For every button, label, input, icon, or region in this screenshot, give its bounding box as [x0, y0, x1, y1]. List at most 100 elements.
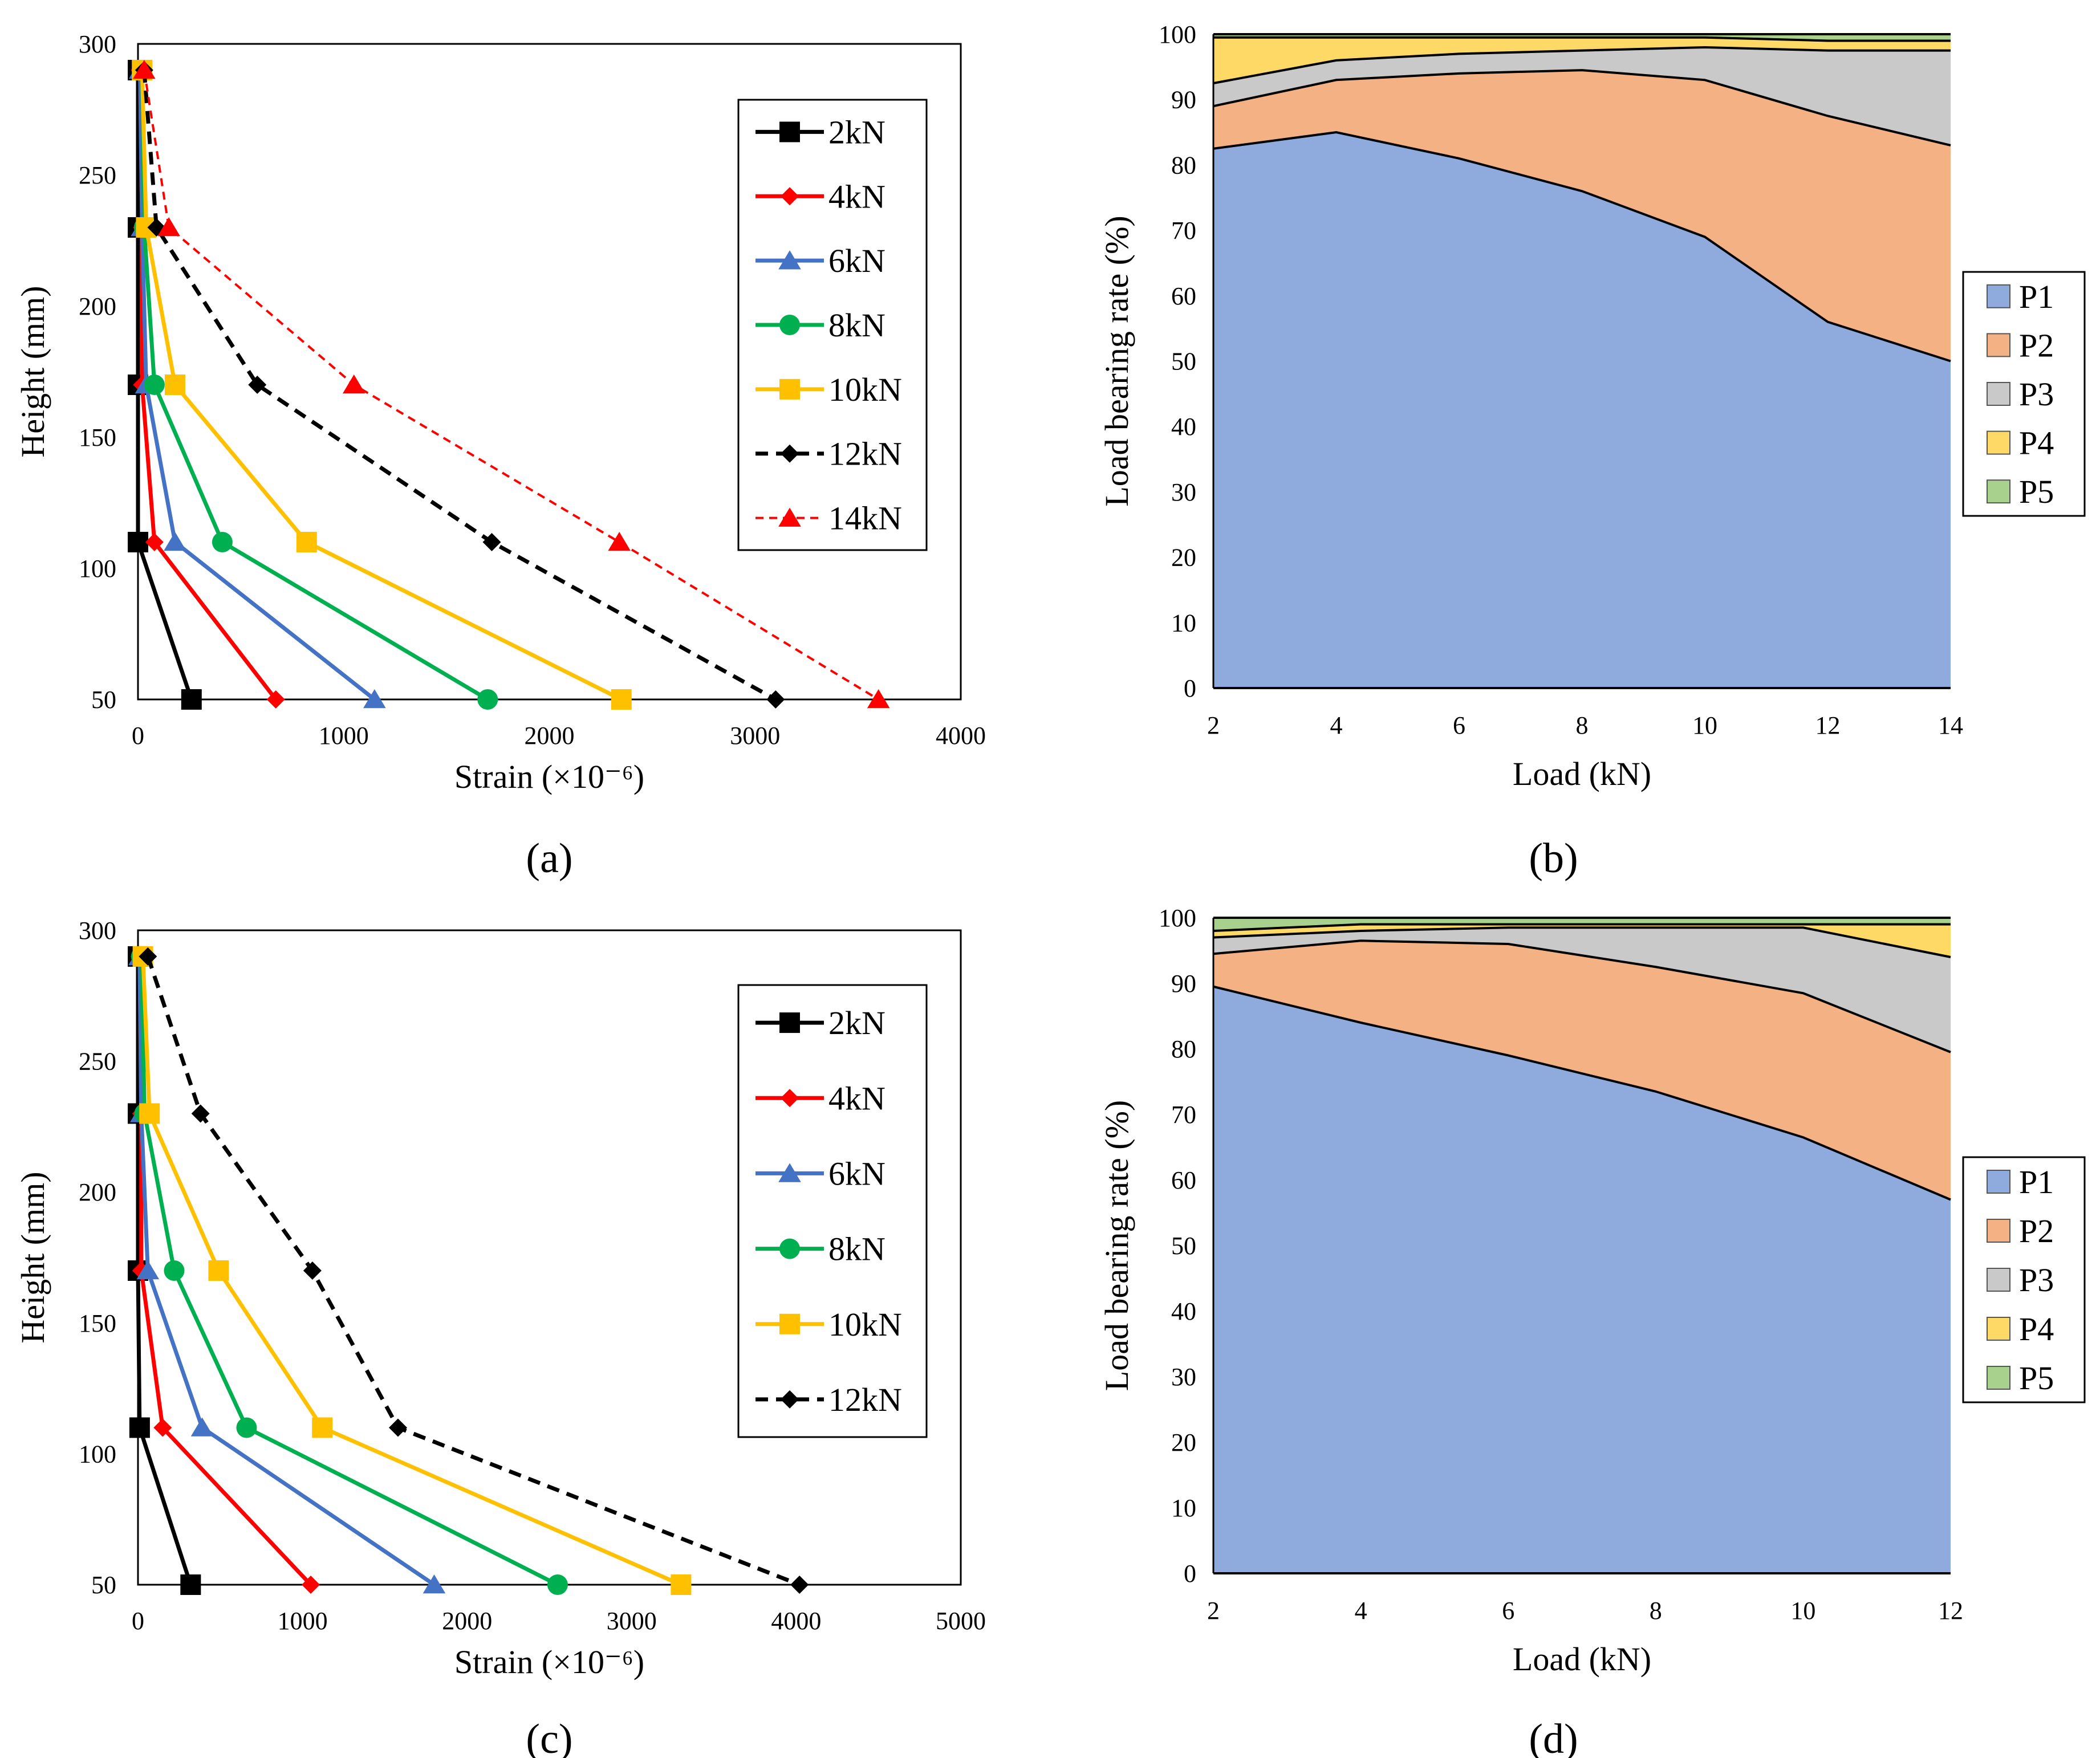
- data-point-10kN: [611, 689, 632, 710]
- data-point-12kN: [790, 1576, 809, 1594]
- legend-label: P3: [2019, 1261, 2054, 1299]
- x-tick-label: 2000: [525, 722, 575, 750]
- data-point-10kN: [208, 1260, 229, 1281]
- y-tick-label: 50: [91, 1571, 116, 1599]
- y-tick-label: 100: [79, 1440, 116, 1468]
- data-point-4kN: [302, 1576, 320, 1594]
- legend-label: P4: [2019, 1311, 2054, 1348]
- x-tick-label: 4000: [936, 722, 986, 750]
- x-tick-label: 8: [1576, 711, 1589, 739]
- x-tick-label: 12: [1938, 1597, 1963, 1625]
- panel-label: (c): [526, 1716, 572, 1758]
- y-axis-label: Height (mm): [14, 1171, 51, 1343]
- legend-label: P5: [2019, 473, 2054, 510]
- area-P2: [1213, 70, 1951, 361]
- y-tick-label: 250: [79, 161, 116, 189]
- y-axis-label: Load bearing rate (%): [1098, 1100, 1135, 1391]
- panel-label: (d): [1529, 1716, 1578, 1758]
- y-tick-label: 50: [1171, 348, 1196, 376]
- data-point-8kN: [477, 689, 498, 710]
- area-P2: [1213, 941, 1951, 1200]
- area-P1: [1213, 986, 1951, 1573]
- legend-label: P2: [2019, 327, 2054, 364]
- data-point-6kN: [363, 689, 386, 709]
- data-point-12kN: [191, 1104, 210, 1123]
- data-point-12kN: [248, 376, 267, 394]
- legend-label: P1: [2019, 278, 2054, 315]
- legend-marker: [779, 121, 800, 143]
- x-tick-label: 8: [1650, 1597, 1662, 1625]
- data-point-8kN: [164, 1260, 185, 1281]
- data-point-2kN: [128, 532, 148, 552]
- x-tick-label: 10: [1790, 1597, 1815, 1625]
- y-tick-label: 10: [1171, 1494, 1196, 1522]
- y-tick-label: 70: [1171, 217, 1196, 245]
- y-tick-label: 0: [1184, 1560, 1196, 1588]
- data-point-12kN: [482, 533, 501, 551]
- y-tick-label: 150: [79, 424, 116, 451]
- chart-a: 0 1000 2000 3000 4000 50 100 150 200 250 300 Strain…: [14, 30, 986, 882]
- legend-box: [1962, 271, 2086, 517]
- legend-swatch: [1987, 333, 2010, 357]
- y-tick-label: 200: [79, 292, 116, 320]
- y-tick-label: 0: [1184, 674, 1196, 702]
- legend-swatch: [1987, 284, 2010, 308]
- area-boundary-line: [1213, 923, 1951, 932]
- y-tick-label: 100: [79, 555, 116, 583]
- y-tick-label: 90: [1171, 970, 1196, 998]
- legend-label: P5: [2019, 1360, 2054, 1397]
- x-tick-label: 4000: [771, 1607, 821, 1635]
- area-boundary-line: [1213, 985, 1951, 1201]
- y-tick-label: 250: [79, 1048, 116, 1076]
- data-point-12kN: [303, 1261, 322, 1280]
- data-point-12kN: [139, 947, 157, 966]
- legend-swatch: [1987, 1317, 2010, 1341]
- legend-marker: [778, 507, 801, 527]
- data-point-10kN: [312, 1417, 333, 1438]
- legend-marker: [781, 187, 799, 206]
- legend-label: P1: [2019, 1163, 2054, 1201]
- legend-marker: [779, 1238, 800, 1259]
- legend-label: 12kN: [828, 436, 902, 473]
- area-boundary-line: [1213, 939, 1951, 1053]
- area-boundary-line: [1213, 36, 1951, 42]
- chart-b: 2 4 6 8 10 12 14 0 10 20 30 40 50 60 70 80 90 100 Load (kN…: [1098, 21, 2086, 882]
- y-tick-label: 70: [1171, 1101, 1196, 1129]
- chart-c: 0 1000 2000 3000 4000 5000 50 100 150 200 250 300 St…: [14, 917, 986, 1758]
- data-point-10kN: [164, 375, 185, 395]
- x-tick-label: 14: [1938, 711, 1963, 739]
- data-point-14kN: [157, 217, 180, 237]
- data-point-4kN: [145, 533, 164, 551]
- legend-marker: [779, 1012, 800, 1033]
- data-point-6kN: [164, 532, 186, 551]
- data-point-8kN: [547, 1574, 568, 1595]
- y-tick-label: 30: [1171, 1363, 1196, 1391]
- x-tick-label: 1000: [278, 1607, 328, 1635]
- data-point-6kN: [190, 1417, 214, 1436]
- y-tick-label: 100: [1159, 21, 1196, 48]
- y-tick-label: 50: [1171, 1232, 1196, 1260]
- x-tick-label: 1000: [319, 722, 369, 750]
- chart-d: 2 4 6 8 10 12 0 10 20 30 40 50 60 70 80 90 100 Load (kN) L…: [1098, 904, 2086, 1758]
- y-axis-label: Load bearing rate (%): [1098, 215, 1135, 506]
- legend-marker: [779, 379, 800, 400]
- area-P3: [1213, 47, 1951, 145]
- y-tick-label: 60: [1171, 1166, 1196, 1194]
- legend-swatch: [1987, 1219, 2010, 1243]
- y-tick-label: 10: [1171, 609, 1196, 637]
- legend-label: 2kN: [828, 113, 886, 150]
- x-tick-label: 2000: [442, 1607, 492, 1635]
- panel-label: (b): [1529, 835, 1578, 882]
- data-point-12kN: [388, 1418, 407, 1437]
- legend-label: 8kN: [828, 307, 886, 344]
- y-tick-label: 50: [91, 686, 116, 714]
- data-point-8kN: [144, 375, 165, 395]
- data-point-14kN: [867, 689, 890, 709]
- y-tick-label: 90: [1171, 86, 1196, 114]
- x-tick-label: 6: [1453, 711, 1465, 739]
- legend-label: P2: [2019, 1212, 2054, 1250]
- data-point-12kN: [766, 690, 785, 709]
- y-tick-label: 150: [79, 1309, 116, 1337]
- data-point-10kN: [671, 1574, 692, 1595]
